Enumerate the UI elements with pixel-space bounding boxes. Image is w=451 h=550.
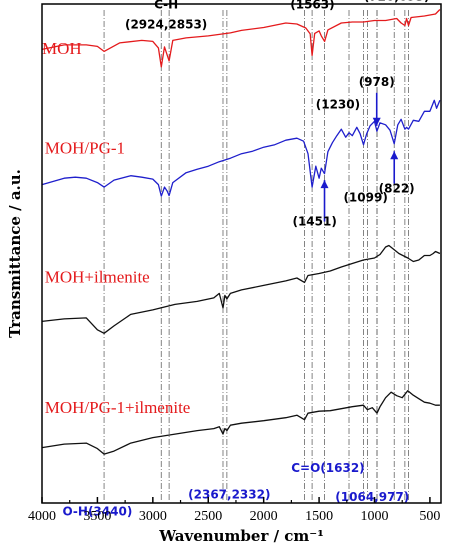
annotation-label: (2367,2332): [188, 488, 270, 502]
annotation-label: (1230): [316, 97, 360, 111]
arrow-0: [372, 92, 381, 126]
series-label: MOH/PG-1+ilmenite: [45, 398, 191, 417]
series-line-0: [41, 9, 441, 68]
arrow-1: [320, 180, 329, 222]
x-axis-title: Wavenumber / cm⁻¹: [158, 527, 324, 545]
annotation-label: (978): [359, 75, 395, 89]
annotation-label: O-H(3440): [63, 504, 133, 518]
reference-lines: [103, 10, 409, 501]
x-tick-label: 2500: [194, 509, 222, 524]
series-line-2: [41, 244, 441, 334]
x-tick-label: 500: [419, 509, 440, 524]
x-axis-ticks: 4000 3500 3000 2500 2000 1500 1000 500: [28, 497, 440, 524]
y-axis-title: Transmittance / a.u.: [6, 169, 24, 338]
series-label-layer: MOH MOH/PG-1 MOH+ilmenite MOH/PG-1+ilmenite: [42, 39, 190, 417]
annotation-label: (1064,977): [335, 490, 409, 504]
annotation-arrows: [320, 92, 399, 222]
annotation-label: (1563): [290, 0, 334, 11]
x-tick-label: 1000: [361, 509, 389, 524]
annotation-label: (822): [379, 182, 415, 196]
series-label: MOH+ilmenite: [45, 267, 150, 286]
annotation-label: (726,693): [364, 0, 430, 4]
arrow-2: [390, 151, 399, 184]
plot-frame: [41, 3, 442, 504]
series-layer: [41, 9, 441, 455]
x-tick-label: 3500: [83, 509, 111, 524]
x-tick-label: 3000: [139, 509, 167, 524]
series-label: MOH: [42, 39, 82, 58]
annotation-label: (2924,2853): [125, 17, 207, 31]
annotation-label: C-H: [154, 0, 178, 11]
x-tick-label: 4000: [28, 509, 56, 524]
x-tick-label: 1500: [305, 509, 333, 524]
annotation-label: (1099): [343, 191, 387, 205]
annotation-label: C=O(1632): [291, 461, 364, 475]
series-label: MOH/PG-1: [45, 139, 125, 158]
annotation-layer: C-H (2924,2853) (1563) (726,693) (978) (1230)…: [63, 0, 430, 518]
annotation-label: (1451): [292, 215, 336, 229]
series-line-1: [41, 99, 441, 197]
series-line-3: [41, 390, 440, 455]
x-tick-label: 2000: [250, 509, 278, 524]
